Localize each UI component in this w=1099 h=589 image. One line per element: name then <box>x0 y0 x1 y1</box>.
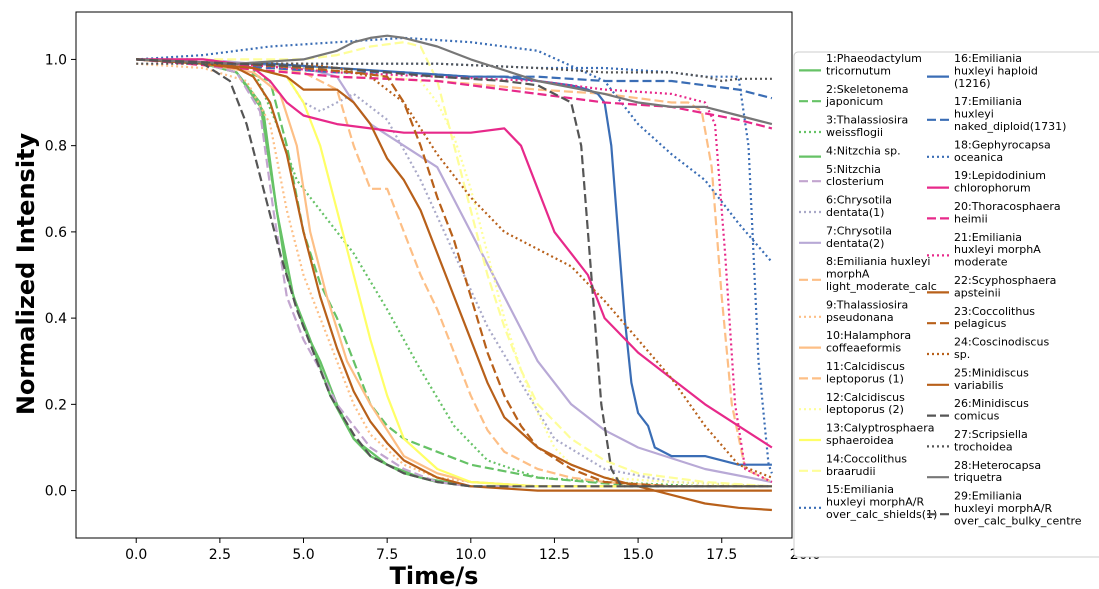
legend-entry-22: 22:Scyphosphaera apsteinii <box>954 274 1056 299</box>
series-line-13 <box>136 58 772 488</box>
y-tick-label: 1.0 <box>45 52 67 68</box>
legend-entry-4: 4:Nitzchia sp. <box>826 144 901 157</box>
legend-frame <box>793 51 1099 558</box>
axes: 0.02.55.07.510.012.515.017.520.00.00.20.… <box>45 11 821 563</box>
series-line-12 <box>136 58 772 488</box>
series-line-9 <box>136 62 772 488</box>
y-tick-label: 0.4 <box>45 311 67 327</box>
x-tick-label: 2.5 <box>209 547 231 563</box>
legend-entry-8: 8:Emiliania huxleyi morphA light_moderate_… <box>826 255 937 293</box>
series-line-1 <box>136 58 772 488</box>
y-tick-label: 0.2 <box>45 397 67 413</box>
x-tick-label: 10.0 <box>455 547 486 563</box>
legend-entry-25: 25:Minidiscus variabilis <box>954 366 1029 391</box>
legend-entry-17: 17:Emiliania huxleyi naked_diploid(1731) <box>954 95 1066 133</box>
y-axis-title: Normalized Intensity <box>12 132 40 415</box>
legend-entry-13: 13:Calyptrosphaera sphaeroidea <box>826 422 934 447</box>
legend-entry-1: 1:Phaeodactylum tricornutum <box>826 52 922 77</box>
series-line-24 <box>136 58 773 479</box>
legend-entry-10: 10:Halamphora coffeaeformis <box>826 329 911 354</box>
legend-entry-18: 18:Gephyrocapsa oceanica <box>954 138 1051 163</box>
plot-area <box>136 34 773 512</box>
x-tick-label: 5.0 <box>292 547 314 563</box>
series-line-5 <box>136 58 772 488</box>
series-line-8 <box>136 58 772 488</box>
series-line-21 <box>136 58 773 483</box>
x-axis-title: Time/s <box>390 562 479 589</box>
legend: 1:Phaeodactylum tricornutum 2:Skeletonema j… <box>793 51 1099 558</box>
series-line-2 <box>136 58 772 488</box>
series-line-23 <box>136 58 772 488</box>
x-tick-label: 7.5 <box>376 547 398 563</box>
series-line-14 <box>136 41 772 488</box>
series-line-4 <box>136 58 772 488</box>
series-line-22 <box>136 58 772 512</box>
legend-entry-28: 28:Heterocapsa triquetra <box>954 459 1041 484</box>
x-tick-label: 15.0 <box>623 547 654 563</box>
plot-frame <box>75 11 793 539</box>
series-line-7 <box>136 58 773 484</box>
series-line-19 <box>136 58 773 449</box>
legend-entry-2: 2:Skeletonema japonicum <box>825 83 909 108</box>
legend-entry-20: 20:Thoracosphaera heimii <box>954 200 1061 225</box>
series-line-20 <box>136 58 773 130</box>
x-tick-label: 0.0 <box>125 547 147 563</box>
series-line-29 <box>136 58 772 488</box>
series-line-16 <box>136 58 772 466</box>
legend-entry-24: 24:Coscinodiscus sp. <box>954 336 1049 361</box>
legend-entry-3: 3:Thalassiosira weissflogii <box>826 114 908 139</box>
legend-entry-16: 16:Emiliania huxleyi haploid (1216) <box>954 52 1038 90</box>
legend-entry-7: 7:Chrysotila dentata(2) <box>826 224 892 249</box>
series-line-10 <box>136 58 772 488</box>
series-line-11 <box>136 58 773 483</box>
legend-entry-23: 23:Coccolithus pelagicus <box>954 305 1035 330</box>
series-line-28 <box>136 34 773 126</box>
x-tick-label: 12.5 <box>539 547 570 563</box>
series-line-18 <box>136 58 773 474</box>
legend-entry-14: 14:Coccolithus braarudii <box>826 452 907 477</box>
legend-entry-15: 15:Emiliania huxleyi morphA/R over_calc_sh… <box>826 483 937 521</box>
legend-entry-21: 21:Emiliania huxleyi morphA moderate <box>954 231 1041 269</box>
y-tick-label: 0.0 <box>45 484 67 500</box>
legend-entry-27: 27:Scripsiella trochoidea <box>954 428 1028 453</box>
legend-entry-12: 12:Calcidiscus leptoporus (2) <box>826 391 905 416</box>
legend-entry-9: 9:Thalassiosira pseudonana <box>826 298 908 323</box>
series-line-26 <box>136 58 772 488</box>
series-line-3 <box>136 58 772 488</box>
legend-entry-11: 11:Calcidiscus leptoporus (1) <box>826 360 905 385</box>
legend-entry-19: 19:Lepidodinium chlorophorum <box>954 169 1046 194</box>
legend-entry-26: 26:Minidiscus comicus <box>954 397 1029 422</box>
y-tick-label: 0.6 <box>45 225 67 241</box>
legend-entry-6: 6:Chrysotila dentata(1) <box>826 194 892 219</box>
legend-entry-29: 29:Emiliania huxleyi morphA/R over_calc_bu… <box>954 490 1082 528</box>
y-tick-label: 0.8 <box>45 139 67 155</box>
legend-entry-5: 5:Nitzchia closterium <box>826 163 884 188</box>
x-tick-label: 17.5 <box>706 547 737 563</box>
series-line-17 <box>136 58 773 100</box>
series-line-6 <box>136 58 772 488</box>
